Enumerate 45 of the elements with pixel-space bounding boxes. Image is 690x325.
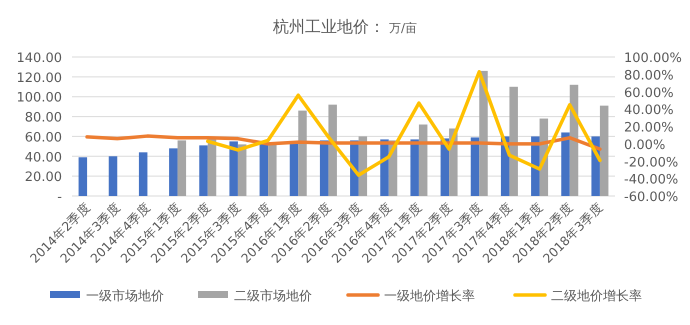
y2-tick-label: 0.00% xyxy=(624,138,666,153)
bar xyxy=(410,139,419,196)
legend-label: 二级市场地价 xyxy=(234,289,312,304)
y-tick-label: 20.00 xyxy=(24,170,62,186)
bar xyxy=(260,144,268,196)
bar xyxy=(290,143,298,196)
bar xyxy=(108,156,118,196)
bar xyxy=(600,106,608,196)
y2-tick-label: -20.00% xyxy=(624,155,678,170)
y-tick-label: 40.00 xyxy=(24,150,62,166)
y-tick-label: - xyxy=(57,190,62,205)
y-tick-label: 60.00 xyxy=(24,130,62,146)
chart-subtitle: 万/亩 xyxy=(388,21,418,35)
bar xyxy=(78,157,88,196)
bar xyxy=(169,148,178,196)
bar xyxy=(418,124,428,196)
bar xyxy=(320,140,328,196)
bar xyxy=(229,141,238,196)
legend-label: 一级地价增长率 xyxy=(384,288,475,304)
bar xyxy=(570,84,578,196)
y2-tick-label: 80.00% xyxy=(624,68,674,84)
bar xyxy=(199,145,208,196)
bar xyxy=(268,144,277,196)
y-tick-label: 140.00 xyxy=(16,51,62,66)
y2-tick-label: -40.00% xyxy=(624,172,678,188)
y-tick-label: 80.00 xyxy=(24,110,62,126)
bar xyxy=(208,139,216,196)
bar xyxy=(178,140,186,196)
bar xyxy=(298,110,307,196)
y2-tick-label: 40.00% xyxy=(624,103,674,118)
bar xyxy=(328,104,337,196)
y-tick-label: 100.00 xyxy=(16,90,62,106)
y2-tick-label: -60.00% xyxy=(624,190,678,205)
bar xyxy=(238,144,246,196)
legend-label: 一级市场地价 xyxy=(86,289,164,304)
bar xyxy=(561,132,570,196)
bar xyxy=(509,86,518,196)
y2-tick-label: 20.00% xyxy=(624,120,674,136)
chart-title: 杭州工业地价： xyxy=(272,17,385,36)
y2-tick-label: 100.00% xyxy=(624,51,682,66)
y2-tick-label: 60.00% xyxy=(624,86,674,101)
y-tick-label: 120.00 xyxy=(16,70,62,86)
bar xyxy=(470,137,480,196)
bar xyxy=(138,152,148,196)
legend-label: 二级地价增长率 xyxy=(551,288,642,304)
